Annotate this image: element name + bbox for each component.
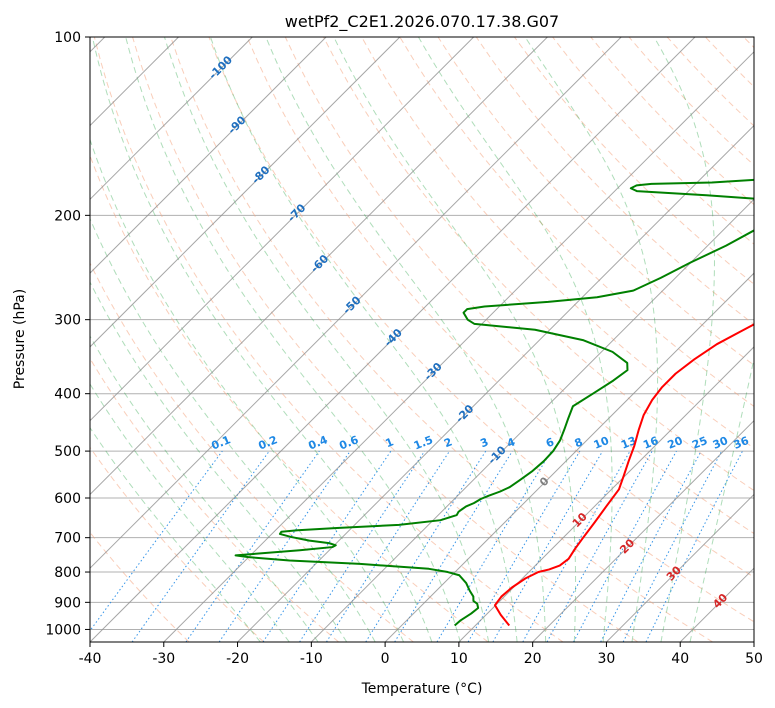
dry-adiabat <box>90 357 339 642</box>
x-tick-label: 40 <box>671 651 689 667</box>
x-tick-label: 50 <box>745 651 763 667</box>
x-tick-label: 20 <box>524 651 542 667</box>
moist-adiabat <box>90 383 290 642</box>
mixing-ratio-line <box>131 450 270 642</box>
mixing-ratio-label: 20 <box>666 434 685 452</box>
y-tick-label: 900 <box>54 595 81 611</box>
x-tick-label: 10 <box>450 651 468 667</box>
y-tick-label: 500 <box>54 444 81 460</box>
isotherm-line <box>458 346 754 642</box>
dry-adiabat <box>514 37 754 285</box>
mixing-ratio-label: 36 <box>732 434 751 452</box>
y-axis-label: Pressure (hPa) <box>12 289 28 389</box>
moist-adiabat <box>653 37 715 642</box>
mixing-ratio-line <box>90 450 223 632</box>
mixing-ratio-line <box>185 450 320 642</box>
dry-adiabat <box>208 37 754 623</box>
isotherm-line <box>90 37 327 274</box>
isotherm-line <box>163 51 754 642</box>
moist-adiabat <box>90 138 405 642</box>
mixing-ratio-line <box>546 450 653 642</box>
moist-adiabat <box>90 335 319 642</box>
temperature-profile <box>493 323 754 627</box>
isotherm-line <box>90 37 696 642</box>
mixing-ratio-label: 3 <box>478 435 490 450</box>
x-tick-label: -30 <box>152 651 175 667</box>
dry-adiabat <box>475 37 754 326</box>
mixing-ratio-label: 30 <box>711 434 730 452</box>
mixing-ratio-line <box>394 450 513 642</box>
y-tick-label: 100 <box>54 30 81 46</box>
isotherm-line <box>606 493 754 642</box>
moist-adiabat <box>265 37 547 642</box>
y-tick-label: 200 <box>54 208 81 224</box>
isotherm-line <box>90 37 622 569</box>
mixing-ratio-line <box>218 450 351 642</box>
mixing-ratio-line <box>262 450 392 642</box>
mixing-ratio-label: 25 <box>690 434 709 452</box>
chart-title: wetPf2_C2E1.2026.070.17.38.G07 <box>285 12 559 32</box>
mixing-ratio-label: 16 <box>641 434 660 452</box>
moist-adiabat <box>524 37 659 642</box>
dewpoint-profile <box>234 178 754 627</box>
x-tick-label: 0 <box>381 651 390 667</box>
dry-adiabat <box>132 37 639 642</box>
moist-adiabat <box>689 356 754 642</box>
dry-adiabat <box>323 37 754 492</box>
isotherm-line <box>237 124 754 642</box>
mixing-ratio-line <box>326 450 450 642</box>
y-tick-label: 400 <box>54 387 81 403</box>
isotherm-line <box>90 37 548 496</box>
mixing-ratio-label: 8 <box>573 435 585 450</box>
dry-adiabat <box>399 37 754 408</box>
mixing-ratio-label: 1 <box>384 435 396 450</box>
x-tick-label: 30 <box>598 651 616 667</box>
y-tick-label: 1000 <box>45 622 81 638</box>
dry-adiabat <box>284 37 754 535</box>
mixing-ratio-label: 10 <box>592 434 611 452</box>
x-tick-label: -10 <box>300 651 323 667</box>
mixing-ratio-line <box>573 450 677 642</box>
moist-adiabat <box>209 37 518 642</box>
moist-adiabat <box>125 37 461 642</box>
x-tick-label: -20 <box>226 651 249 667</box>
y-tick-label: 600 <box>54 491 81 507</box>
dry-adiabat <box>90 262 414 642</box>
dry-adiabat <box>93 37 564 642</box>
isotherm-line <box>384 272 754 642</box>
moist-adiabat <box>164 37 490 642</box>
isotherm-line <box>310 198 754 642</box>
dry-adiabat <box>246 37 754 578</box>
y-tick-label: 700 <box>54 531 81 547</box>
isotherm-line <box>532 419 754 642</box>
moist-adiabat <box>90 280 348 642</box>
y-tick-label: 800 <box>54 565 81 581</box>
moist-adiabat <box>90 217 376 642</box>
moist-adiabat <box>90 426 261 642</box>
mixing-ratio-line <box>645 450 743 642</box>
mixing-ratio-label: 2 <box>442 435 454 450</box>
moist-adiabat <box>333 37 577 642</box>
x-tick-label: -40 <box>79 651 102 667</box>
y-tick-label: 300 <box>54 313 81 329</box>
dry-adiabat <box>170 37 713 642</box>
mixing-ratio-line <box>522 450 631 642</box>
plot-frame <box>89 36 755 643</box>
x-axis-label: Temperature (°C) <box>361 681 483 697</box>
moist-adiabat <box>91 37 433 642</box>
dry-adiabat <box>437 37 754 366</box>
isotherm-line <box>90 37 401 348</box>
moist-adiabat <box>418 37 613 642</box>
isotherm-line <box>90 37 253 201</box>
isotherm-line <box>90 37 475 422</box>
dry-adiabat <box>90 446 265 642</box>
